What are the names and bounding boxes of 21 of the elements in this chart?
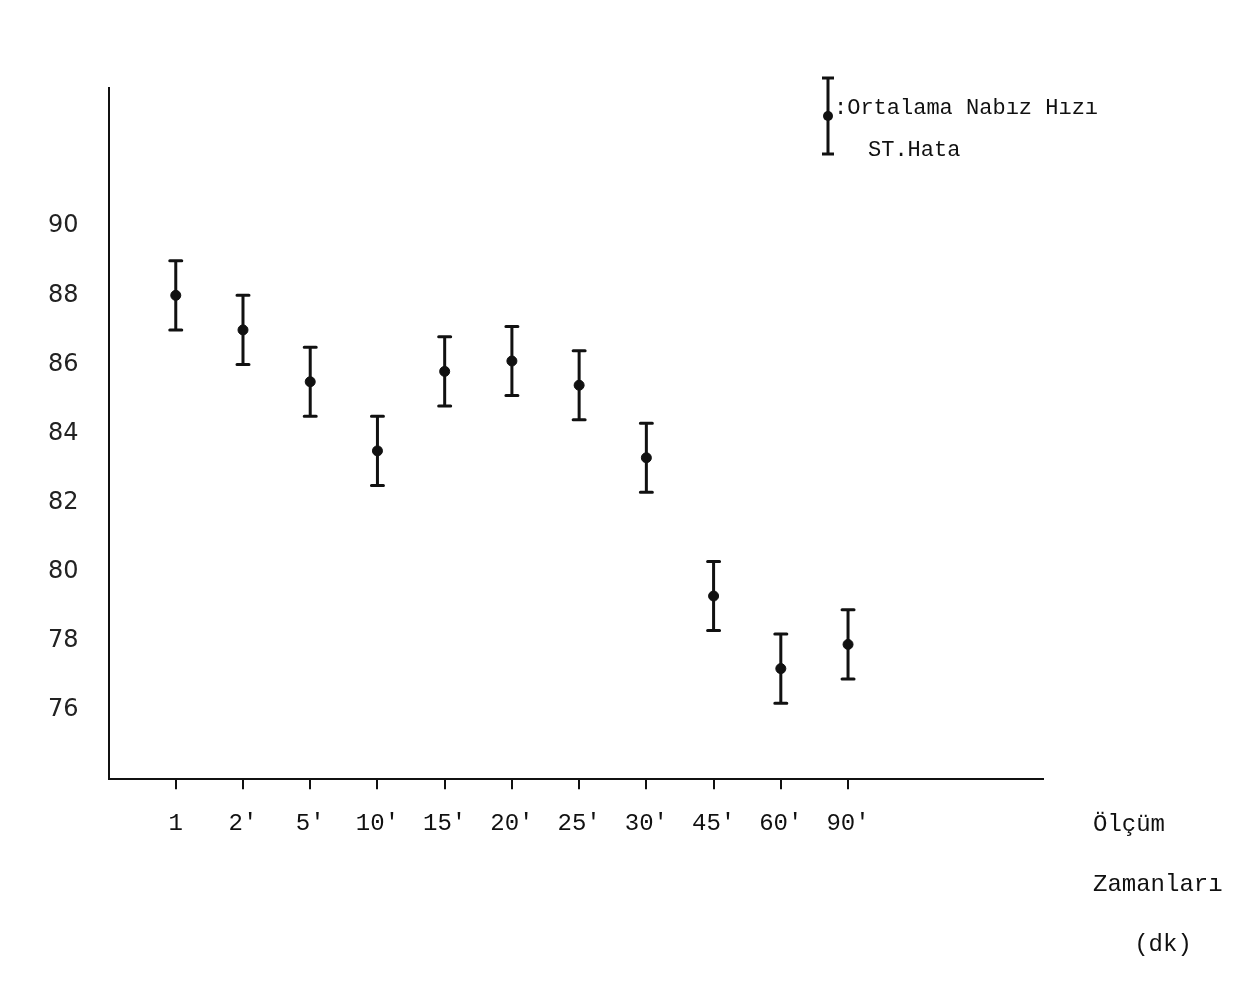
x-tick-label: 90' — [826, 809, 870, 837]
y-tick-label: 76 — [47, 694, 79, 723]
x-tick-label: 5' — [295, 809, 325, 837]
y-tick-label: 80 — [47, 556, 79, 585]
y-tick-label: 84 — [47, 417, 79, 446]
x-tick-label: 15' — [423, 809, 467, 837]
text: Ölçüm Zamanları (dk) — [1093, 810, 1223, 958]
y-tick-label: 90 — [47, 210, 79, 239]
x-tick-label: 25' — [557, 809, 601, 837]
y-tick-label: 88 — [47, 279, 79, 308]
x-tick-label: 2' — [228, 809, 258, 837]
x-tick-label: 45' — [691, 809, 736, 837]
x-tick-label: 10' — [355, 809, 400, 837]
x-tick-label: 60' — [759, 809, 803, 837]
legend-label: :Ortalama Nabız Hızı ST.Hata — [834, 95, 1099, 163]
y-tick-label: 82 — [47, 486, 79, 515]
y-tick-label: 78 — [47, 625, 79, 654]
x-tick-label: 20' — [490, 809, 534, 837]
x-tick-label: 1 — [168, 809, 183, 837]
y-tick-label: 86 — [47, 348, 79, 377]
x-tick-label: 30' — [624, 809, 668, 837]
